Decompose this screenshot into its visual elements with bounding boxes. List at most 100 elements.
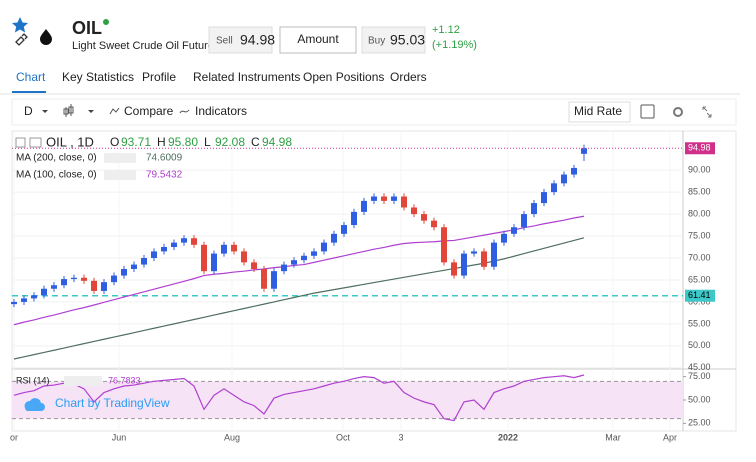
candle-body (571, 167, 577, 175)
candle-body (181, 238, 187, 243)
rsi-tick-label: 50.00 (688, 394, 711, 404)
candle-body (551, 183, 557, 193)
active-tab-underline (12, 91, 46, 93)
candle-body (21, 298, 27, 302)
oil-icon (40, 29, 52, 45)
ma-last: 79.5432 (146, 170, 183, 181)
tab[interactable]: Profile (142, 70, 176, 84)
rsi-band (12, 381, 683, 419)
watermark[interactable]: Chart by TradingView (55, 396, 170, 410)
rsi-controls (64, 376, 102, 386)
amount-placeholder: Amount (297, 32, 339, 46)
candle-body (331, 233, 337, 243)
y-tick-label: 80.00 (688, 208, 711, 218)
candle-body (421, 214, 427, 221)
legend: OIL , 1D (15, 134, 94, 149)
indicators[interactable]: Indicators (195, 104, 247, 118)
candle-body (311, 251, 317, 256)
x-tick-label: or (10, 432, 18, 442)
candle-body (101, 282, 107, 291)
candle-body (441, 227, 447, 263)
candle-body (41, 288, 47, 296)
buy-price: 95.03 (390, 32, 425, 48)
x-tick-label: Aug (224, 432, 240, 442)
x-tick-label: Mar (605, 432, 621, 442)
candle-body (521, 214, 527, 228)
candle-body (391, 196, 397, 201)
settings-button[interactable] (673, 107, 683, 117)
ohlc-name: O (110, 135, 119, 149)
fullscreen-button[interactable] (702, 106, 712, 118)
rsi-tick-label: 75.00 (688, 371, 711, 381)
ohlc-value: 92.08 (215, 135, 245, 149)
candle-body (111, 275, 117, 283)
candle-body (381, 196, 387, 201)
x-tick-label: Oct (336, 432, 351, 442)
x-tick-label: Apr (663, 432, 677, 442)
sell-button[interactable] (208, 26, 273, 54)
change-pct: (+1.19%) (432, 39, 477, 51)
candle-body (191, 238, 197, 245)
candle-body (281, 264, 287, 272)
tab[interactable]: Related Instruments (193, 70, 300, 84)
y-tick-label: 75.00 (688, 230, 711, 240)
candle-body (211, 253, 217, 272)
favorite-star[interactable] (11, 17, 29, 33)
candle-body (411, 207, 417, 215)
candle-body (261, 268, 267, 289)
symbol: OIL (72, 18, 102, 38)
hide-icon[interactable] (29, 137, 42, 148)
rsi-tick-label: 25.00 (688, 418, 711, 428)
candle-body (31, 295, 37, 299)
chart-type-icon[interactable] (63, 104, 74, 117)
sell-label: Sell (216, 36, 233, 47)
candle-body (431, 220, 437, 228)
candle-body (291, 260, 297, 265)
rate-select[interactable] (568, 101, 631, 123)
y-tick-label: 45.00 (688, 362, 711, 372)
candle-body (271, 271, 277, 289)
level-label: 61.41 (688, 290, 711, 300)
candle-body (71, 277, 77, 280)
candle-body (371, 196, 377, 201)
alert-icon[interactable] (15, 33, 28, 46)
candle-body (531, 203, 537, 215)
candle-body (501, 233, 507, 243)
y-tick-label: 90.00 (688, 165, 711, 175)
candle-body (451, 262, 457, 276)
candle-body (221, 244, 227, 254)
candle-body (471, 251, 477, 254)
level-tag (685, 289, 715, 302)
candle-body (241, 251, 247, 263)
ohlc-name: C (251, 135, 260, 149)
buy-label: Buy (368, 36, 385, 47)
y-tick-label: 70.00 (688, 252, 711, 262)
buy-button[interactable] (361, 26, 426, 54)
ohlc-name: H (157, 135, 166, 149)
candle-body (561, 174, 567, 184)
candle-body (231, 244, 237, 252)
ma-last: 74.6009 (146, 153, 183, 164)
collapse-icon[interactable] (15, 137, 26, 148)
candle-body (51, 285, 57, 289)
candle-body (141, 257, 147, 265)
candle-body (341, 225, 347, 234)
candle-body (131, 264, 137, 269)
amount-input[interactable] (279, 26, 357, 54)
interval[interactable]: D (24, 104, 33, 118)
ohlc-name: L (204, 135, 211, 149)
tab[interactable]: Orders (390, 70, 427, 84)
compare[interactable]: Compare (124, 104, 174, 118)
ohlc-value: 95.80 (168, 135, 198, 149)
rsi-name: RSI (14) (16, 375, 50, 385)
moving-average (13, 237, 585, 360)
candle-body (171, 242, 177, 248)
tab[interactable]: Open Positions (303, 70, 384, 84)
instrument-name: Light Sweet Crude Oil Futures (72, 40, 220, 52)
tab[interactable]: Key Statistics (62, 70, 134, 84)
sell-price: 94.98 (240, 32, 275, 48)
layout-button[interactable] (640, 104, 655, 119)
tab[interactable]: Chart (16, 70, 46, 84)
candle-body (511, 227, 517, 234)
